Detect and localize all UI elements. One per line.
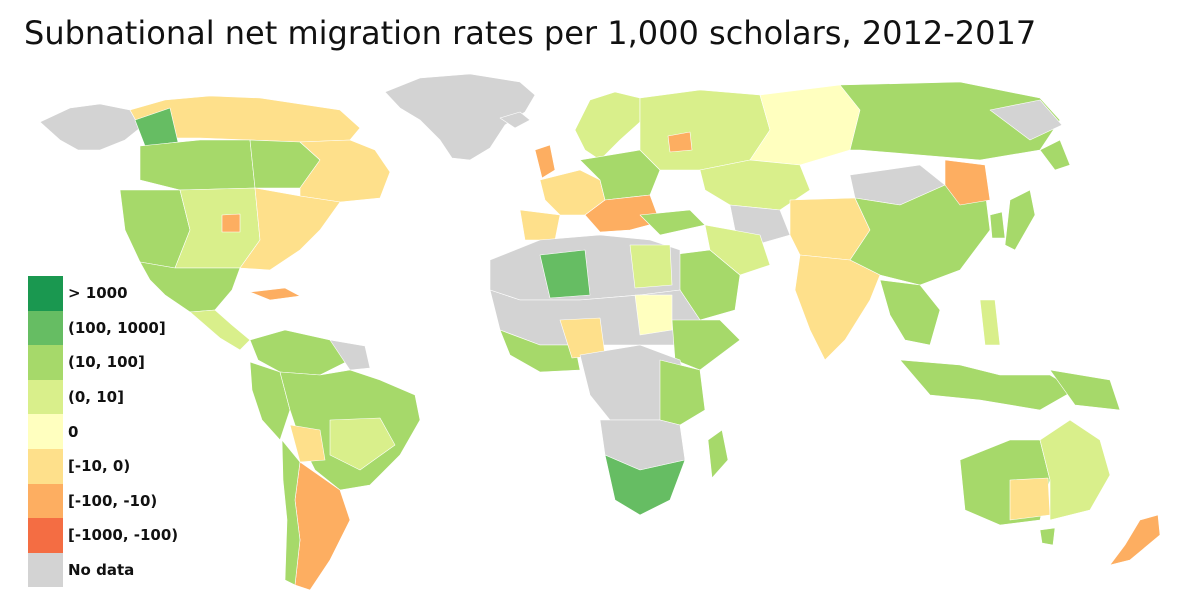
region-canada-west [139, 139, 256, 191]
region-southeast-asia [879, 279, 941, 346]
legend-swatch [28, 345, 63, 380]
legend-swatch [28, 276, 63, 311]
legend-label: [-10, 0) [68, 457, 131, 476]
region-new-zealand [1109, 514, 1161, 566]
region-madagascar [707, 429, 729, 479]
legend-label: 0 [68, 422, 79, 441]
legend-label: [-100, -10) [68, 491, 158, 510]
region-chile [281, 439, 301, 586]
legend-swatch [28, 448, 63, 484]
legend-swatch [28, 310, 63, 346]
legend-label: (10, 100] [68, 353, 145, 372]
legend-row: 0 [28, 414, 178, 449]
legend-row: (10, 100] [28, 345, 178, 380]
region-uk [534, 144, 556, 179]
region-usa-east [239, 187, 341, 271]
legend-label: > 1000 [68, 284, 128, 303]
region-guianas [329, 339, 371, 371]
region-west-africa [499, 329, 581, 373]
region-colombia-venezuela [249, 329, 351, 376]
region-moscow [667, 131, 693, 153]
legend-row: No data [28, 552, 178, 588]
region-usa-midwest [221, 213, 241, 233]
region-new-guinea [1049, 369, 1121, 411]
region-korea [989, 211, 1006, 239]
region-greenland [384, 73, 536, 161]
region-indonesia [899, 359, 1076, 411]
region-australia-east [1039, 419, 1111, 521]
legend-label: (100, 1000] [68, 318, 166, 337]
legend-row: [-10, 0) [28, 448, 178, 484]
region-algeria [539, 249, 591, 299]
region-alaska [39, 103, 141, 151]
region-iran [704, 224, 771, 276]
region-philippines [979, 299, 1001, 346]
region-australia-center [1009, 477, 1051, 521]
region-siberia [839, 81, 1061, 161]
region-canada-east [299, 139, 391, 203]
region-tasmania [1039, 527, 1056, 546]
region-scandinavia [574, 91, 641, 161]
map-title: Subnational net migration rates per 1,00… [24, 14, 1037, 52]
region-far-east [989, 99, 1063, 141]
region-kamchatka [1039, 139, 1071, 171]
legend-swatch [28, 414, 63, 449]
region-east-africa [659, 359, 706, 426]
legend-row: (100, 1000] [28, 310, 178, 346]
legend-label: No data [68, 561, 135, 580]
region-china-northeast [944, 159, 991, 206]
region-india [794, 254, 881, 361]
region-central-america [189, 309, 251, 351]
region-japan [1004, 189, 1036, 251]
legend-swatch [28, 379, 63, 415]
legend-swatch [28, 552, 63, 588]
region-egypt [629, 244, 673, 289]
legend-row: [-100, -10) [28, 483, 178, 519]
region-brazil-south [329, 417, 396, 471]
legend-label: [-1000, -100) [68, 526, 179, 545]
region-china-east [849, 184, 991, 286]
region-caribbean [249, 287, 301, 301]
legend-swatch [28, 483, 63, 519]
region-turkey [639, 209, 706, 236]
region-bolivia [289, 424, 326, 463]
map-legend: > 1000 (100, 1000] (10, 100] (0, 10] 0 [… [28, 276, 178, 588]
region-russia-west [639, 89, 771, 171]
region-south-africa [604, 454, 686, 516]
region-iberia [519, 209, 561, 241]
region-sudan [634, 294, 673, 336]
legend-row: [-1000, -100) [28, 518, 178, 553]
legend-row: > 1000 [28, 276, 178, 311]
legend-row: (0, 10] [28, 379, 178, 415]
region-horn-africa [671, 319, 741, 371]
region-iceland [499, 111, 531, 129]
legend-label: (0, 10] [68, 388, 124, 407]
legend-swatch [28, 518, 63, 553]
